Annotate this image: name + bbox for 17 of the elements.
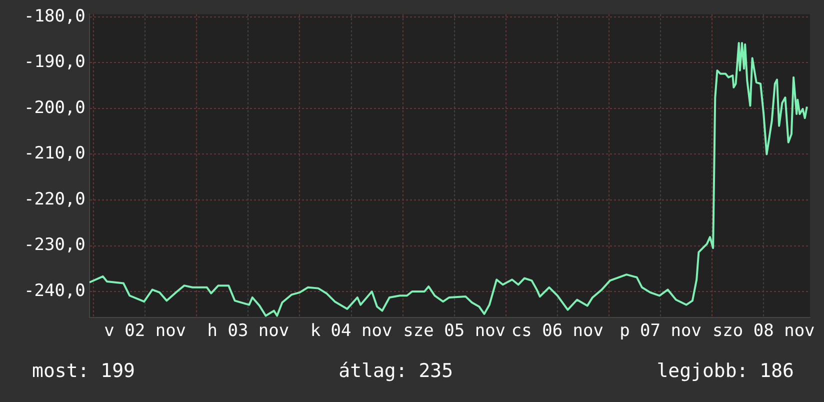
y-tick-label: -180,0	[24, 6, 86, 26]
x-tick-label: cs 06 nov	[511, 321, 604, 342]
x-tick-label: p 07 nov	[620, 321, 702, 342]
text: most: 199	[32, 360, 135, 382]
text: legjobb: 186	[656, 360, 794, 382]
text: átlag: 235	[338, 360, 454, 382]
x-tick-label: k 04 nov	[310, 321, 392, 342]
x-tick-label: v 02 nov	[104, 321, 186, 342]
y-tick-label: -220,0	[24, 189, 86, 210]
y-tick-label: -210,0	[24, 144, 86, 164]
y-tick-label: -190,0	[24, 52, 86, 72]
y-tick-label: -230,0	[24, 235, 86, 256]
y-tick-label: -200,0	[24, 98, 86, 118]
x-tick-label: szo 08 nov	[712, 321, 815, 342]
y-tick-label: -240,0	[24, 280, 86, 301]
x-tick-label: sze 05 nov	[403, 321, 506, 342]
x-tick-label: h 03 nov	[207, 321, 290, 342]
